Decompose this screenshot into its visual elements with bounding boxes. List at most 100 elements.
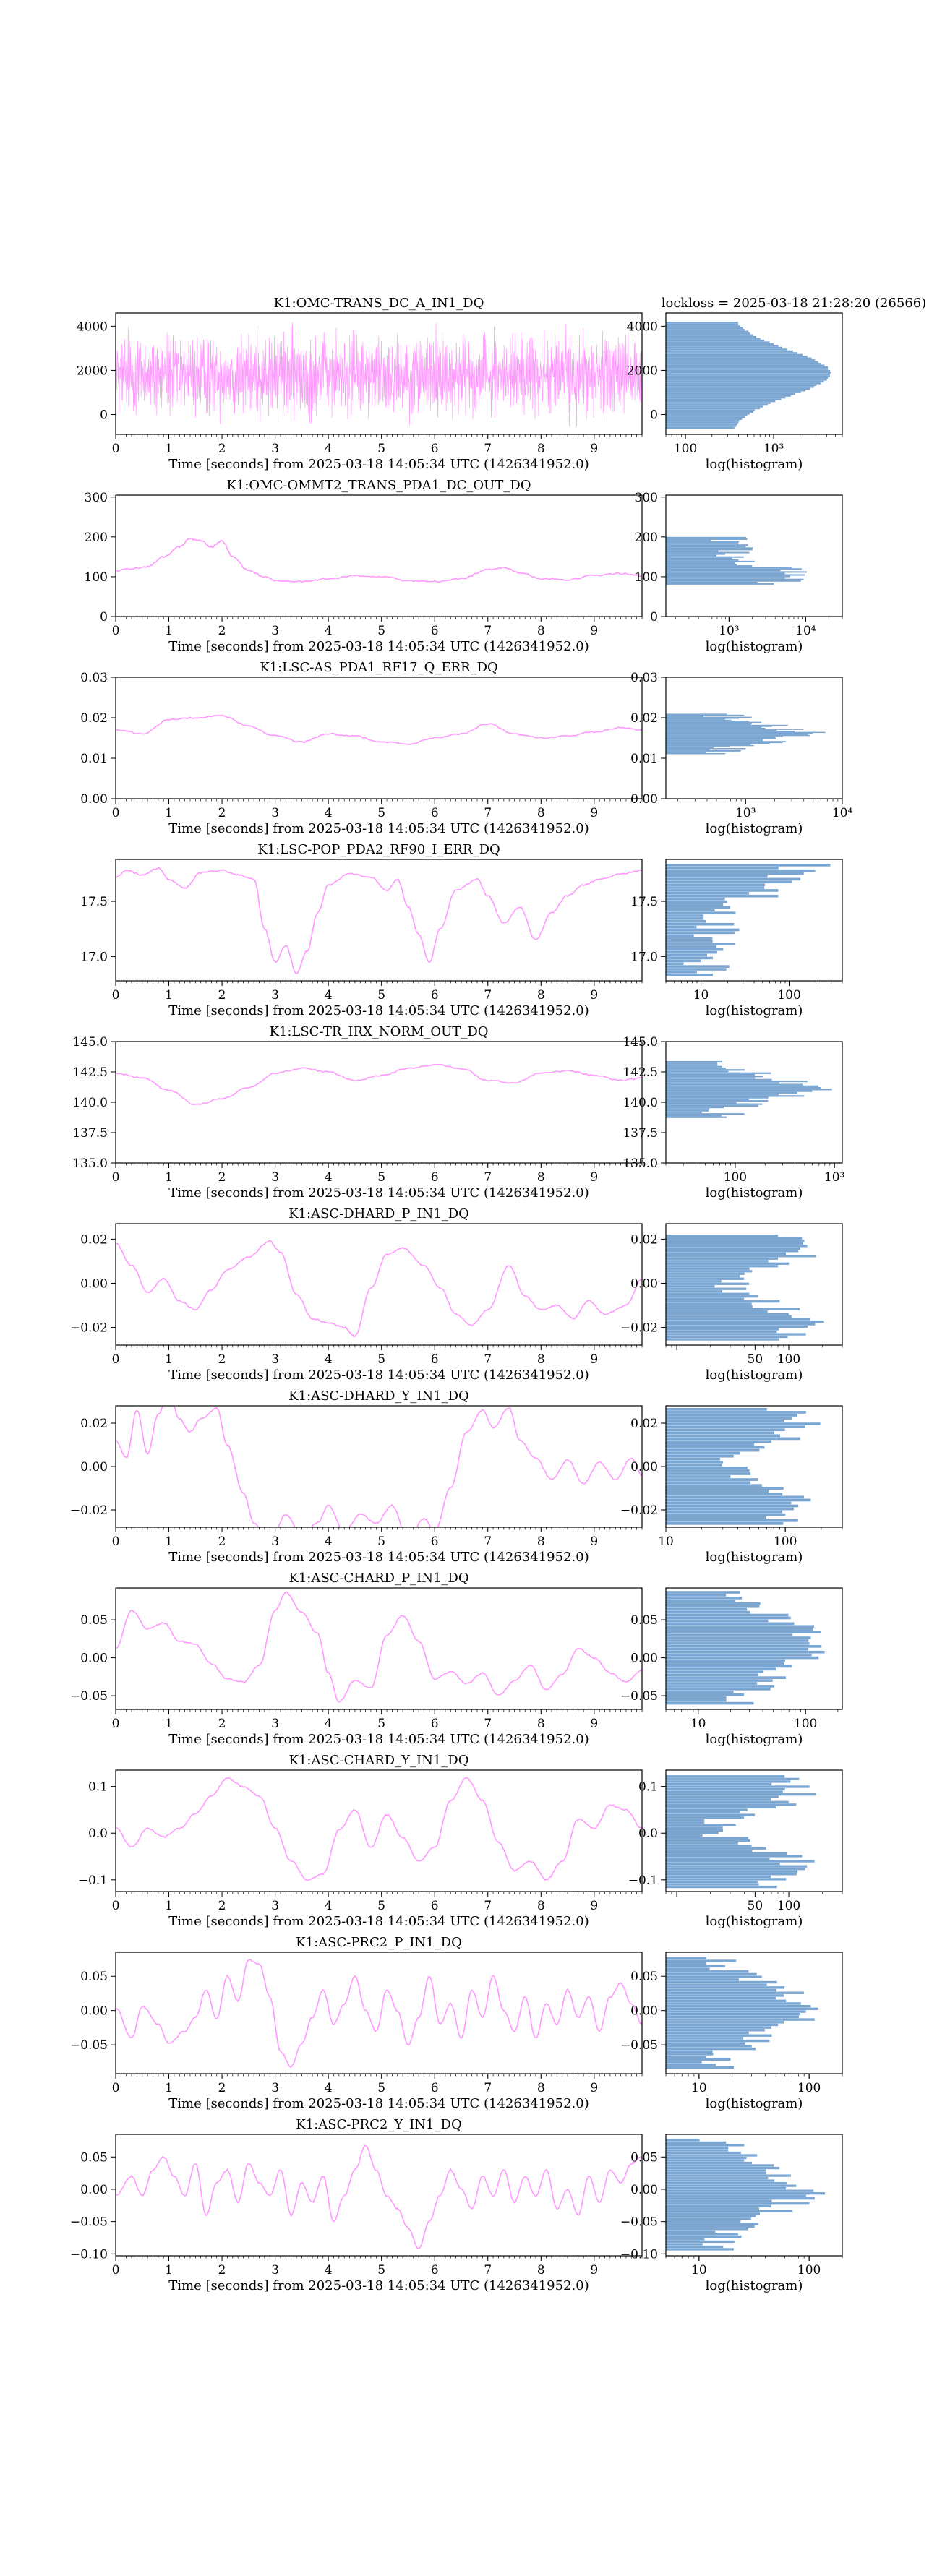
hist-bar bbox=[666, 1870, 798, 1873]
hist-bar bbox=[666, 1519, 798, 1522]
hist-bar bbox=[666, 353, 803, 356]
x-tick-label: 0 bbox=[112, 1899, 120, 1913]
hist-y-tick-label: 0.00 bbox=[630, 1460, 658, 1474]
hist-bar bbox=[666, 1636, 811, 1639]
x-tick-label: 5 bbox=[377, 1170, 385, 1185]
x-tick-label: 2 bbox=[218, 624, 226, 638]
hist-bar bbox=[666, 1868, 805, 1871]
x-tick-label: 4 bbox=[325, 1717, 333, 1731]
hist-bar bbox=[666, 746, 730, 747]
hist-bar bbox=[666, 1082, 779, 1084]
x-tick-label: 0 bbox=[112, 1352, 120, 1367]
hist-bar bbox=[666, 407, 761, 410]
x-tick-label: 1 bbox=[165, 1170, 173, 1185]
hist-x-axis-label: log(histogram) bbox=[706, 2096, 803, 2111]
x-tick-label: 0 bbox=[112, 1534, 120, 1549]
hist-bar bbox=[666, 1670, 764, 1674]
hist-bar bbox=[666, 1839, 750, 1842]
hist-bar bbox=[666, 1290, 722, 1293]
hist-bar bbox=[666, 377, 829, 379]
hist-bar bbox=[666, 869, 816, 872]
hist-bar bbox=[666, 387, 810, 390]
hist-bar bbox=[666, 2230, 716, 2233]
hist-bar bbox=[666, 738, 776, 739]
hist-bar bbox=[666, 361, 818, 363]
hist-bar bbox=[666, 894, 779, 898]
hist-bar bbox=[666, 1837, 748, 1839]
x-tick-label: 1 bbox=[165, 442, 173, 456]
y-tick-label: 145.0 bbox=[72, 1035, 108, 1049]
hist-bar bbox=[666, 2171, 766, 2175]
hist-bar bbox=[666, 1302, 752, 1305]
panel-title: K1:LSC-TR_IRX_NORM_OUT_DQ bbox=[269, 1024, 488, 1039]
hist-bar bbox=[666, 1597, 743, 1600]
panel-5: K1:ASC-DHARD_P_IN1_DQ 0 1 2 3 4 5 6 7 8 9 −0.02 0.00… bbox=[70, 1206, 843, 1383]
hist-bar bbox=[666, 889, 779, 892]
hist-x-tick-label: 50 bbox=[748, 1899, 763, 1913]
series-line bbox=[116, 322, 642, 427]
hist-bar bbox=[666, 1448, 760, 1452]
hist-bar bbox=[666, 2058, 731, 2061]
x-tick-label: 0 bbox=[112, 988, 120, 1003]
x-tick-label: 9 bbox=[590, 2081, 598, 2095]
hist-bar bbox=[666, 1983, 767, 1986]
hist-y-tick-label: 0 bbox=[650, 610, 658, 624]
hist-bar bbox=[666, 565, 753, 567]
hist-y-tick-label: −0.02 bbox=[620, 1321, 658, 1336]
hist-y-tick-label: 0.00 bbox=[630, 2004, 658, 2019]
hist-bar bbox=[666, 1330, 777, 1334]
hist-y-tick-label: 0.03 bbox=[630, 671, 658, 685]
hist-bar bbox=[666, 751, 740, 752]
panel-title: K1:LSC-POP_PDA2_RF90_I_ERR_DQ bbox=[257, 842, 500, 857]
hist-bar bbox=[666, 1602, 761, 1605]
hist-bar bbox=[666, 1691, 734, 1693]
hist-bar bbox=[666, 1305, 753, 1308]
hist-bar bbox=[666, 1613, 789, 1617]
ts-axes-frame bbox=[115, 1952, 643, 2074]
hist-bar bbox=[666, 567, 792, 569]
hist-bar bbox=[666, 1109, 709, 1112]
hist-bar bbox=[666, 423, 737, 426]
hist-bar bbox=[666, 564, 737, 566]
hist-y-tick-label: −0.05 bbox=[620, 2215, 658, 2230]
hist-bar bbox=[666, 741, 786, 742]
hist-bar bbox=[666, 1475, 731, 1478]
hist-bar bbox=[666, 1622, 795, 1626]
hist-bar bbox=[666, 1295, 758, 1298]
hist-bar bbox=[666, 2174, 791, 2177]
x-tick-label: 8 bbox=[537, 1899, 545, 1913]
hist-y-tick-label: 0.02 bbox=[630, 1417, 658, 1431]
ts-axes-frame bbox=[115, 494, 643, 617]
hist-bar bbox=[666, 2238, 705, 2241]
hist-bar bbox=[666, 1108, 710, 1110]
y-tick-label: 0.02 bbox=[80, 1417, 108, 1431]
hist-bar bbox=[666, 1645, 822, 1648]
hist-bar bbox=[666, 386, 814, 388]
hist-bar bbox=[666, 1880, 758, 1884]
hist-bar bbox=[666, 396, 786, 399]
hist-bar bbox=[666, 880, 792, 884]
hist-y-tick-label: 4000 bbox=[627, 319, 658, 334]
hist-bar bbox=[666, 2042, 745, 2045]
x-tick-label: 6 bbox=[431, 1352, 439, 1367]
hist-bar bbox=[666, 2159, 745, 2162]
y-tick-label: 0.02 bbox=[80, 711, 108, 726]
hist-bar bbox=[666, 2233, 738, 2236]
hist-bar bbox=[666, 1834, 703, 1837]
hist-bar bbox=[666, 554, 716, 557]
hist-x-tick-label: 10 bbox=[690, 1717, 706, 1731]
hist-bar bbox=[666, 2149, 729, 2152]
x-tick-label: 9 bbox=[590, 988, 598, 1003]
hist-y-tick-label: 0.01 bbox=[630, 752, 658, 766]
hist-bar bbox=[666, 2235, 742, 2238]
hist-bar bbox=[666, 1437, 800, 1441]
hist-bar bbox=[666, 872, 804, 875]
hist-x-tick-label: 10³ bbox=[824, 1170, 844, 1185]
hist-bar bbox=[666, 900, 727, 903]
x-axis-label: Time [seconds] from 2025-03-18 14:05:34 … bbox=[168, 1550, 589, 1565]
hist-y-tick-label: 0.02 bbox=[630, 711, 658, 726]
x-tick-label: 0 bbox=[112, 806, 120, 820]
series-line bbox=[116, 1959, 642, 2069]
hist-bar bbox=[666, 2002, 801, 2005]
hist-bar bbox=[666, 1991, 804, 1994]
